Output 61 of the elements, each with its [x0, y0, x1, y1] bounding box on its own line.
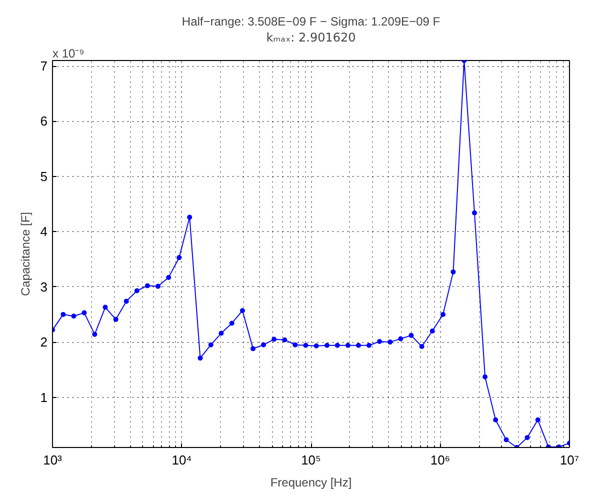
point: [272, 336, 277, 342]
y-axis-title: Capacitance [F]: [18, 212, 32, 296]
point: [472, 210, 477, 216]
point: [314, 343, 319, 348]
point: [345, 342, 350, 348]
x-tick-label: 10⁵: [301, 452, 321, 468]
y-tick-label: 1: [40, 390, 48, 405]
y-tick-label: 3: [40, 279, 48, 294]
point: [366, 342, 372, 348]
point: [398, 336, 404, 342]
point: [493, 417, 498, 422]
point: [482, 374, 488, 380]
chart-subtitle: kₘₐₓ: 2.901620: [266, 30, 356, 44]
x-tick-label: 10⁷: [560, 452, 580, 468]
point: [303, 342, 308, 348]
x-tick-label: 10⁴: [172, 452, 192, 468]
point: [208, 342, 214, 348]
point: [408, 332, 414, 338]
point: [92, 332, 98, 337]
x-tick-label: 10⁶: [430, 452, 450, 468]
point: [229, 320, 234, 326]
point: [156, 284, 160, 289]
point: [60, 312, 66, 317]
y-tick-label: 6: [40, 114, 48, 129]
y-tick-label: 5: [40, 168, 48, 184]
point: [134, 288, 140, 294]
point: [240, 308, 245, 314]
point: [124, 298, 129, 304]
point: [504, 437, 509, 442]
point: [260, 342, 266, 348]
point: [440, 312, 446, 317]
point: [187, 214, 192, 220]
point: [292, 342, 298, 348]
y-tick-label: 2: [40, 334, 48, 350]
point: [71, 314, 76, 319]
point: [250, 346, 256, 352]
point: [430, 328, 435, 334]
point: [113, 316, 118, 322]
point: [535, 417, 540, 422]
point: [450, 269, 456, 274]
point: [377, 339, 382, 344]
y-tick-label: 4: [40, 224, 48, 240]
point: [198, 356, 203, 361]
chart-title: Half−range: 3.508E−09 F − Sigma: 1.209E−09 F: [182, 14, 440, 28]
point: [282, 337, 288, 342]
point: [388, 340, 393, 345]
point: [524, 435, 530, 440]
point: [218, 330, 224, 336]
text: x 10⁻⁹: [52, 46, 84, 60]
point: [144, 283, 150, 288]
x-axis-title: Frequency [Hz]: [270, 476, 352, 490]
y-tick-label: 7: [40, 58, 48, 74]
point: [334, 342, 340, 348]
point: [419, 344, 424, 349]
point: [82, 310, 87, 316]
point: [356, 342, 361, 348]
x-tick-label: 10³: [43, 452, 63, 468]
point: [176, 255, 182, 260]
point: [102, 304, 108, 310]
point: [324, 342, 330, 348]
point: [166, 274, 172, 280]
